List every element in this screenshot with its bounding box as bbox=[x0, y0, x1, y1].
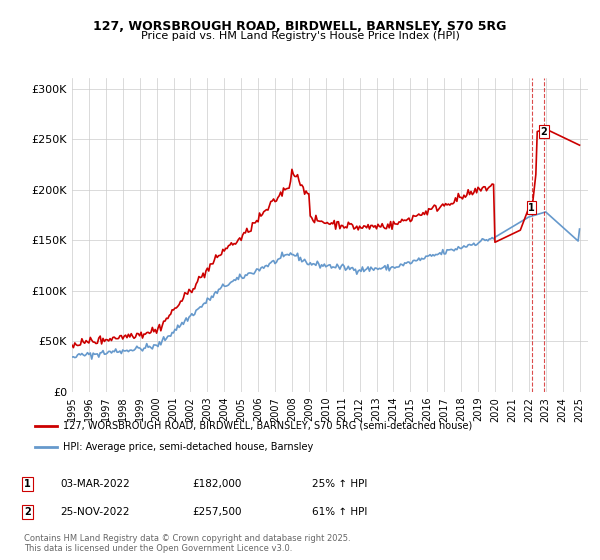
Text: HPI: Average price, semi-detached house, Barnsley: HPI: Average price, semi-detached house,… bbox=[62, 442, 313, 452]
Text: Price paid vs. HM Land Registry's House Price Index (HPI): Price paid vs. HM Land Registry's House … bbox=[140, 31, 460, 41]
Text: £182,000: £182,000 bbox=[192, 479, 241, 489]
Text: 25-NOV-2022: 25-NOV-2022 bbox=[60, 507, 130, 517]
Text: 61% ↑ HPI: 61% ↑ HPI bbox=[312, 507, 367, 517]
Text: 2: 2 bbox=[24, 507, 31, 517]
Text: 03-MAR-2022: 03-MAR-2022 bbox=[60, 479, 130, 489]
Text: 1: 1 bbox=[24, 479, 31, 489]
Text: 25% ↑ HPI: 25% ↑ HPI bbox=[312, 479, 367, 489]
Text: 1: 1 bbox=[528, 203, 535, 213]
Text: 127, WORSBROUGH ROAD, BIRDWELL, BARNSLEY, S70 5RG: 127, WORSBROUGH ROAD, BIRDWELL, BARNSLEY… bbox=[94, 20, 506, 32]
Text: £257,500: £257,500 bbox=[192, 507, 241, 517]
Text: 2: 2 bbox=[541, 127, 547, 137]
Text: 127, WORSBROUGH ROAD, BIRDWELL, BARNSLEY, S70 5RG (semi-detached house): 127, WORSBROUGH ROAD, BIRDWELL, BARNSLEY… bbox=[62, 421, 472, 431]
Text: Contains HM Land Registry data © Crown copyright and database right 2025.
This d: Contains HM Land Registry data © Crown c… bbox=[24, 534, 350, 553]
